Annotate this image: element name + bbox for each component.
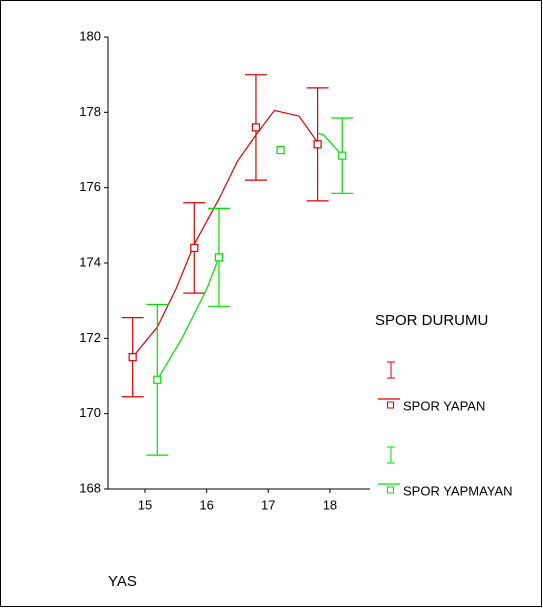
mean-marker bbox=[128, 353, 137, 362]
mean-marker bbox=[313, 140, 322, 149]
x-axis-label: YAS bbox=[108, 573, 137, 590]
legend-title: SPOR DURUMU bbox=[375, 312, 488, 329]
x-tick-label: 15 bbox=[138, 497, 152, 512]
legend-label: SPOR YAPMAYAN bbox=[403, 483, 513, 498]
y-tick-label: 172 bbox=[79, 330, 101, 345]
mean-marker bbox=[338, 151, 347, 160]
y-tick-label: 168 bbox=[79, 480, 101, 495]
fit-line bbox=[317, 132, 343, 157]
legend-errorbar-symbol bbox=[387, 361, 395, 379]
mean-marker bbox=[190, 243, 199, 253]
mean-marker bbox=[276, 145, 285, 155]
y-tick-label: 180 bbox=[79, 28, 101, 43]
y-tick-label: 176 bbox=[79, 179, 101, 194]
legend-marker bbox=[387, 486, 394, 494]
fit-line bbox=[132, 109, 319, 358]
mean-marker bbox=[153, 375, 162, 384]
x-tick-label: 16 bbox=[199, 497, 213, 512]
legend-errorbar-symbol bbox=[387, 446, 395, 464]
legend-marker bbox=[387, 401, 394, 409]
mean-marker bbox=[251, 123, 261, 132]
x-tick-label: 17 bbox=[261, 497, 275, 512]
x-tick-label: 18 bbox=[323, 497, 337, 512]
y-tick-label: 178 bbox=[79, 104, 101, 119]
y-tick-label: 170 bbox=[79, 405, 101, 420]
fit-line bbox=[156, 257, 220, 381]
legend-label: SPOR YAPAN bbox=[403, 398, 485, 413]
mean-marker bbox=[214, 253, 224, 262]
y-tick-label: 174 bbox=[79, 254, 101, 269]
